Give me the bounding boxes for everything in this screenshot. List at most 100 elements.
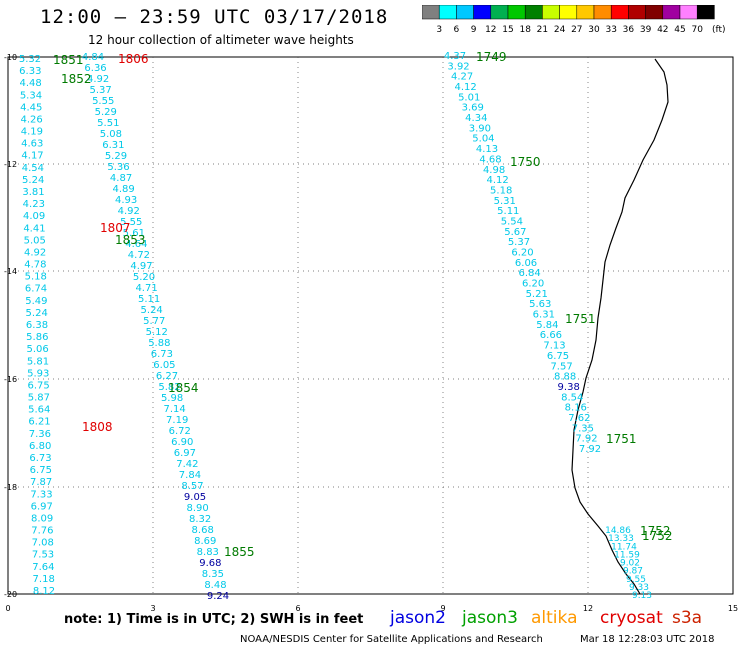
wave-height-value: 7.08 [32,538,54,549]
time-label-cryosat: 1806 [118,52,149,66]
time-label-jason3: 1855 [224,545,255,559]
wave-height-value: 5.98 [161,393,183,404]
x-tick-label: 12 [583,604,593,612]
wave-height-value: 4.09 [23,211,45,222]
wave-height-value: 5.55 [92,96,114,107]
wave-height-value: 9.24 [207,591,229,602]
colorbar-tick-label: 36 [623,25,635,35]
wave-height-value: 4.78 [24,260,46,271]
wave-height-value: 6.75 [547,351,569,362]
wave-height-value: 5.24 [26,308,48,319]
wave-height-value: 6.72 [169,426,191,437]
wave-height-value: 7.62 [568,413,590,424]
wave-height-value: 6.38 [26,320,48,331]
wave-height-value: 8.32 [189,514,211,525]
wave-height-value: 8.16 [565,403,587,414]
y-tick-label: -18 [4,483,17,492]
wave-height-value: 5.61 [123,228,145,239]
wave-height-value: 8.54 [561,392,583,403]
wave-height-value: 5.82 [158,382,180,393]
time-label-jason3: 1854 [168,381,199,395]
wave-height-value: 5.18 [490,185,512,196]
wave-height-value: 4.37 [444,51,466,62]
wave-height-value: 6.73 [151,349,173,360]
wave-height-value: 9.38 [558,382,580,393]
wave-height-value: 5.24 [141,305,163,316]
wave-height-value: 4.54 [22,163,44,174]
wave-height-value: 5.08 [100,129,122,140]
wave-height-value: 7.92 [575,434,597,445]
colorbar-tick-label: 45 [674,25,685,35]
wave-height-value: 5.55 [120,217,142,228]
wave-height-value: 4.34 [465,113,487,124]
wave-height-value: 5.63 [529,299,551,310]
legend-note: note: 1) Time is in UTC; 2) SWH is in fe… [64,612,364,627]
wave-height-value: 4.92 [24,247,46,258]
wave-height-value: 4.87 [110,173,132,184]
legend-s3a: s3a [672,608,703,628]
wave-height-value: 5.93 [27,368,49,379]
wave-height-value: 5.21 [526,289,548,300]
wave-height-value: 4.97 [130,261,152,272]
wave-height-value: 5.37 [508,237,530,248]
wave-height-value: 6.06 [515,258,537,269]
wave-height-value: 4.23 [23,199,45,210]
wave-height-value: 6.20 [522,279,544,290]
wave-height-value: 6.90 [171,437,193,448]
colorbar-tick-label: 12 [485,25,496,35]
colorbar-swatch [696,5,715,20]
wave-height-value: 7.92 [579,444,601,455]
wave-height-value: 7.64 [32,562,54,573]
map-plot-area: 0 3 6 9 12 15-10-12-14-16-18-205.326.334.485.… [4,50,738,612]
wave-height-value: 5.36 [107,162,129,173]
wave-height-value: 7.18 [33,574,55,585]
wave-height-value: 4.63 [21,139,43,150]
y-tick-label: -10 [4,53,17,62]
wave-height-value: 5.29 [95,107,117,118]
wave-height-value: 4.48 [20,78,42,89]
wave-height-value: 8.68 [192,525,214,536]
wave-height-value: 5.06 [27,344,49,355]
footer-timestamp: Mar 18 12:28:03 UTC 2018 [580,634,715,645]
time-label-cryosat: 1808 [82,420,113,434]
wave-height-value: 5.04 [472,134,494,145]
colorbar-unit: (ft) [712,25,726,35]
wave-height-value: 5.77 [143,316,165,327]
colorbar-tick-label: 21 [537,25,548,35]
colorbar-tick-label: 3 [436,25,442,35]
wave-height-value: 6.97 [174,448,196,459]
time-label-jason3: 1750 [510,155,541,169]
wave-height-value: 5.67 [504,227,526,238]
wave-height-value: 4.71 [135,283,157,294]
wave-height-value: 9.13 [632,591,652,601]
wave-height-value: 4.84 [82,52,104,63]
wave-height-value: 8.12 [33,586,55,597]
wave-height-value: 4.12 [486,175,508,186]
colorbar-tick-label: 30 [588,25,600,35]
y-tick-label: -12 [4,160,17,169]
wave-height-value: 5.12 [146,327,168,338]
wave-height-value: 8.83 [197,547,219,558]
wave-height-value: 14.86 [605,526,631,536]
wave-height-value: 11.74 [611,542,637,552]
wave-height-value: 3.69 [462,103,484,114]
wave-height-value: 3.81 [22,187,44,198]
wave-height-value: 6.84 [518,268,540,279]
x-tick-label: 9 [440,604,445,612]
time-label-jason3: 1752 [642,529,673,543]
colorbar-tick-label: 42 [657,25,668,35]
wave-height-value: 8.09 [31,513,53,524]
colorbar-tick-label: 15 [502,25,513,35]
wave-height-value: 6.75 [27,380,49,391]
wave-height-value: 7.19 [166,415,188,426]
wave-height-value: 8.35 [202,569,224,580]
wave-height-value: 6.80 [29,441,51,452]
wave-height-value: 4.13 [476,144,498,155]
wave-height-value: 3.90 [469,123,491,134]
wave-height-value: 7.76 [31,526,53,537]
wave-height-value: 9.33 [629,583,649,593]
wave-height-value: 5.20 [133,272,155,283]
wave-height-value: 4.41 [23,223,45,234]
wave-height-value: 4.92 [87,74,109,85]
